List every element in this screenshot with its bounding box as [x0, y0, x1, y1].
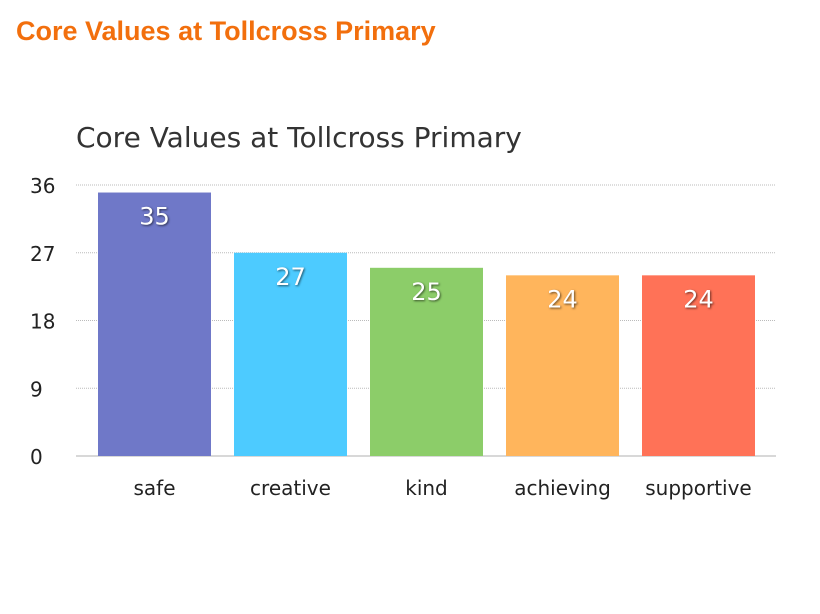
y-tick-label: 0 — [30, 445, 43, 469]
bar-supportive — [642, 275, 755, 456]
x-tick-label: safe — [133, 476, 175, 500]
data-label: 24 — [547, 285, 578, 313]
data-label: 27 — [275, 263, 306, 291]
x-tick-label: supportive — [645, 476, 751, 500]
x-tick-label: creative — [250, 476, 331, 500]
y-tick-label: 9 — [30, 377, 43, 401]
data-label: 35 — [139, 203, 170, 231]
bar-kind — [370, 267, 483, 456]
page-title: Core Values at Tollcross Primary — [16, 16, 436, 46]
bar-achieving — [506, 275, 619, 456]
y-tick-label: 18 — [30, 310, 55, 334]
chart-title: Core Values at Tollcross Primary — [76, 121, 522, 154]
bar-safe — [98, 192, 211, 456]
x-tick-label: kind — [405, 476, 448, 500]
y-tick-label: 36 — [30, 174, 55, 198]
data-label: 24 — [683, 285, 714, 313]
y-tick-label: 27 — [30, 242, 55, 266]
data-label: 25 — [411, 278, 442, 306]
x-tick-label: achieving — [514, 476, 611, 500]
bar-creative — [234, 252, 347, 456]
